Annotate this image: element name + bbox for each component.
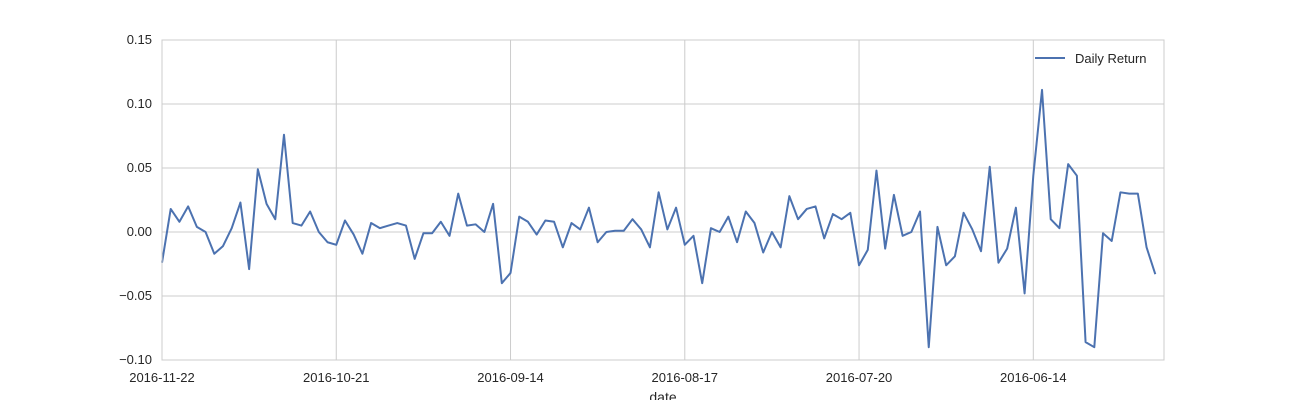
- y-tick-label: 0.10: [127, 96, 152, 111]
- x-tick-label: 2016-10-21: [303, 370, 370, 385]
- x-tick-label: 2016-07-20: [826, 370, 893, 385]
- plot-frame: [161, 39, 1165, 361]
- y-tick-label: −0.10: [119, 352, 152, 367]
- plot-background: [162, 40, 1164, 360]
- x-tick-label: 2016-09-14: [477, 370, 544, 385]
- y-tick-label: 0.00: [127, 224, 152, 239]
- x-tick-label: 2016-06-14: [1000, 370, 1067, 385]
- x-tick-label: 2016-08-17: [652, 370, 719, 385]
- y-tick-label: 0.05: [127, 160, 152, 175]
- x-tick-label: 2016-11-22: [129, 370, 195, 385]
- y-tick-label: 0.15: [127, 32, 152, 47]
- legend: Daily Return: [1035, 51, 1147, 66]
- x-axis-label: date: [649, 389, 676, 400]
- legend-label-daily-return: Daily Return: [1075, 51, 1147, 66]
- daily-return-line: [161, 88, 1157, 349]
- y-tick-label: −0.05: [119, 288, 152, 303]
- y-tick-labels: −0.10 −0.05 0.00 0.05 0.10 0.15: [119, 32, 152, 367]
- x-tick-labels: 2016-11-22 2016-10-21 2016-09-14 2016-08-17…: [129, 370, 1066, 385]
